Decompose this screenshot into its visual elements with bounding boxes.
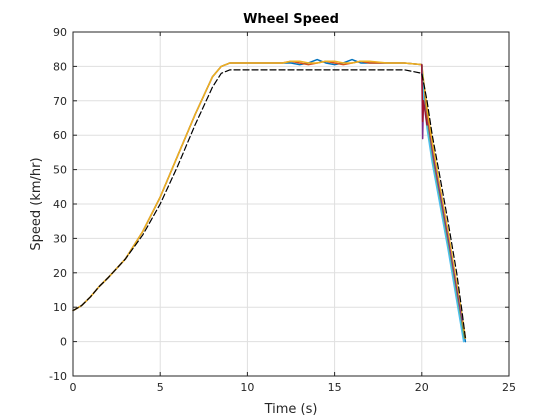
y-axis-label: Speed (km/hr) — [29, 157, 44, 250]
x-tick-label: 10 — [240, 381, 254, 394]
x-tick-label: 15 — [328, 381, 342, 394]
x-tick-label: 5 — [157, 381, 164, 394]
y-tick-label: 70 — [53, 95, 67, 108]
x-axis-label: Time (s) — [264, 402, 318, 417]
y-tick-label: 90 — [53, 26, 67, 39]
x-tick-label: 20 — [415, 381, 429, 394]
series-line-7 — [72, 69, 466, 339]
y-tick-label: 80 — [53, 60, 67, 73]
series-line-3 — [421, 63, 463, 322]
y-tick-label: 60 — [53, 129, 67, 142]
series-layer — [72, 58, 467, 343]
series-line-2 — [72, 60, 467, 339]
series-line-6 — [421, 63, 428, 126]
x-tick-label: 0 — [70, 381, 77, 394]
chart-title: Wheel Speed — [243, 12, 339, 27]
y-tick-label: 50 — [53, 164, 67, 177]
y-tick-label: 40 — [53, 198, 67, 211]
y-tick-label: 10 — [53, 301, 67, 314]
y-tick-label: 0 — [60, 336, 67, 349]
y-tick-label: 30 — [53, 232, 67, 245]
y-tick-label: 20 — [53, 267, 67, 280]
x-tick-label: 25 — [502, 381, 516, 394]
y-tick-label: -10 — [49, 370, 67, 383]
